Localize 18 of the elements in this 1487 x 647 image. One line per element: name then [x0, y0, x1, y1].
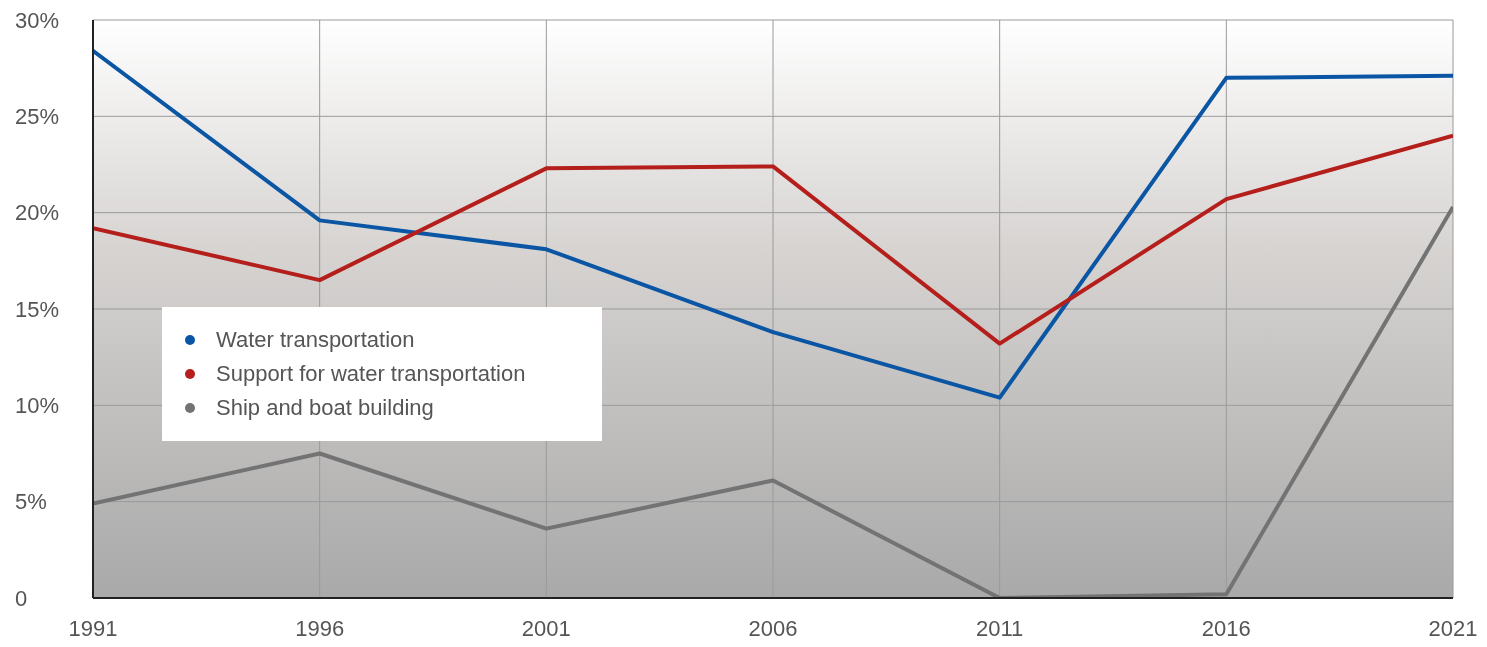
legend-label: Support for water transportation	[216, 361, 526, 387]
x-tick-label: 1996	[295, 615, 345, 641]
legend-label: Ship and boat building	[216, 395, 434, 421]
y-tick-label: 20%	[15, 200, 60, 226]
y-tick-label: 10%	[15, 393, 60, 419]
x-tick-label: 2006	[748, 615, 798, 641]
legend-label: Water transportation	[216, 327, 415, 353]
x-tick-label: 2021	[1428, 615, 1478, 641]
x-tick-label: 2011	[976, 615, 1024, 641]
y-tick-label: 30%	[15, 7, 60, 33]
x-tick-label: 2001	[521, 615, 571, 641]
y-tick-label: 0	[15, 585, 28, 611]
y-tick-label: 25%	[15, 104, 60, 130]
y-tick-label: 15%	[15, 296, 60, 322]
line-series	[93, 48, 1453, 400]
x-tick-label: 1991	[68, 615, 118, 641]
x-tick-label: 2016	[1201, 615, 1251, 641]
y-tick-label: 5%	[15, 489, 47, 515]
